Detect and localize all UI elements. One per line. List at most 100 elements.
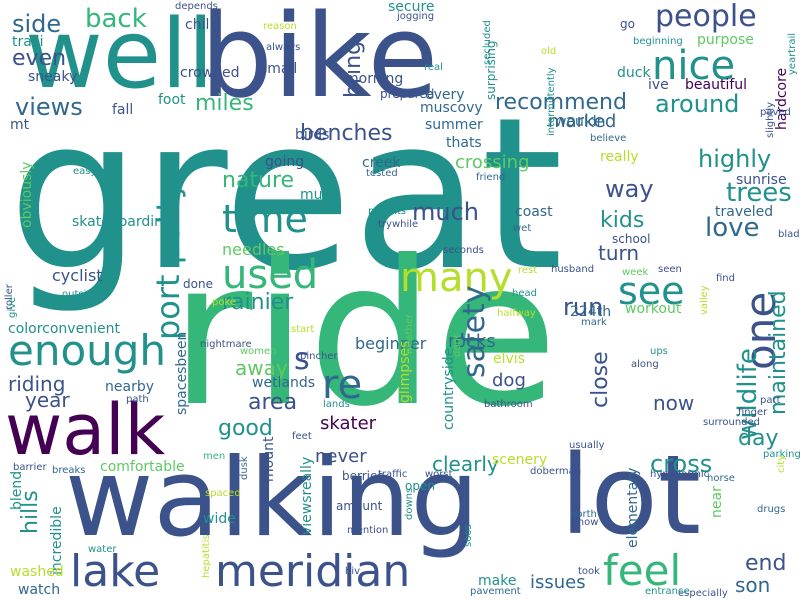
word-amount: amount (336, 499, 383, 513)
word-s: s (294, 342, 310, 377)
word-back: back (85, 4, 147, 34)
word-enough: enough (8, 326, 167, 375)
word-reason: reason (263, 21, 297, 32)
word-find: find (716, 273, 735, 284)
word-views: views (15, 93, 83, 121)
word-great: great (8, 72, 564, 317)
word-crowded: crowded (180, 65, 240, 81)
word-hardcore: hardcore (774, 67, 790, 130)
word-worst: worst (425, 469, 453, 480)
word-parking: parking (763, 449, 800, 460)
word-port-potty: port potty (149, 180, 187, 340)
word-finger: finger (738, 407, 768, 418)
word-husband: husband (551, 264, 595, 275)
word-see: see (618, 269, 685, 313)
word-traili: traili (12, 34, 44, 50)
word-watch: watch (18, 582, 61, 598)
word-seen: seen (658, 264, 682, 275)
word-skater: skater (320, 413, 377, 434)
word-duck: duck (617, 65, 651, 81)
word-open: open (405, 479, 435, 493)
word-beginner: beginner (355, 334, 427, 353)
word-area: area (248, 390, 298, 415)
word-done: done (183, 277, 213, 291)
word-lands: lands (323, 399, 350, 410)
word-men: men (203, 451, 226, 462)
word-used: used (222, 252, 319, 298)
word-week: week (622, 267, 649, 278)
word-fall: fall (112, 102, 134, 118)
word-secure: secure (388, 0, 435, 15)
word-outside: outside (62, 289, 99, 300)
word-part: part (760, 395, 781, 406)
word-turn: turn (598, 241, 640, 265)
word-parents: parents (368, 206, 406, 217)
word-start: start (291, 324, 315, 335)
word-know: know (572, 517, 599, 528)
word-224th: 224th (570, 304, 612, 320)
word-valley: valley (699, 285, 710, 315)
word-walking: walking (65, 436, 480, 561)
word-prepared: prepared (380, 87, 435, 101)
word-run: run (563, 293, 604, 321)
word-dog: dog (492, 370, 526, 391)
word-washed: washed (10, 564, 64, 580)
word-intermittently: intermittently (546, 67, 557, 136)
word-north: north (570, 509, 597, 520)
word-workout: workout (625, 301, 682, 317)
word-small: small (260, 61, 298, 77)
word-nearby: nearby (105, 379, 154, 395)
word-mount: mount (261, 436, 277, 482)
word-dusk: dusk (239, 456, 250, 480)
word-go: go (620, 17, 635, 31)
word-traffic: traffic (378, 469, 408, 480)
word-issues: issues (530, 572, 586, 593)
word-school: school (612, 232, 651, 246)
word-breaks: breaks (52, 465, 86, 476)
word-seconds: seconds (443, 245, 484, 256)
word-pavement: pavement (470, 586, 521, 597)
word-hiv: hiv (345, 566, 361, 577)
word-summer: summer (425, 117, 483, 133)
word-countryside: countryside (441, 347, 457, 430)
word-colorconvenient: colorconvenient (8, 321, 120, 337)
word-mark: mark (581, 317, 607, 328)
word-tested: tested (366, 168, 398, 179)
word-needles: needles (222, 240, 285, 259)
word-spacesbeen: spacesbeen (174, 331, 190, 415)
word-near: near (709, 486, 725, 518)
word-bike: bike (200, 0, 439, 124)
word-bring: bring (341, 40, 366, 98)
word-lake: lake (70, 546, 161, 597)
word-cross: cross (650, 450, 713, 478)
word-blading: blading (778, 229, 800, 240)
word-city: city (776, 454, 787, 473)
word-creek: creek (362, 155, 401, 171)
word-obviously: obviously (19, 161, 35, 228)
word-walk: walk (5, 389, 166, 471)
word-comfortable: comfortable (100, 459, 185, 475)
word-really: really (600, 149, 639, 165)
word-pincher: pincher (300, 351, 338, 362)
word-nightmare: nightmare (200, 339, 252, 350)
word-meridian: meridian (215, 546, 411, 597)
word-make: make (478, 573, 517, 589)
word-good: good (218, 416, 273, 441)
word-now: now (653, 391, 695, 415)
word-surrounded: surrounded (703, 417, 761, 428)
word-wide: wide (203, 511, 236, 527)
word-recommend: recommend (495, 90, 627, 115)
word-riding: riding (8, 372, 66, 396)
word-dont: dont (452, 334, 463, 357)
word-real: real (424, 62, 443, 73)
word-elementary: elementary (625, 467, 641, 548)
word-ups: ups (650, 346, 668, 357)
word-feel: feel (603, 546, 682, 595)
word-birds: birds (295, 127, 330, 143)
word-lot: lot (560, 431, 701, 559)
word-barrier: barrier (13, 462, 47, 473)
word-took: took (578, 566, 600, 577)
word-drugs: drugs (757, 504, 786, 515)
word-beginning: beginning (633, 36, 683, 47)
